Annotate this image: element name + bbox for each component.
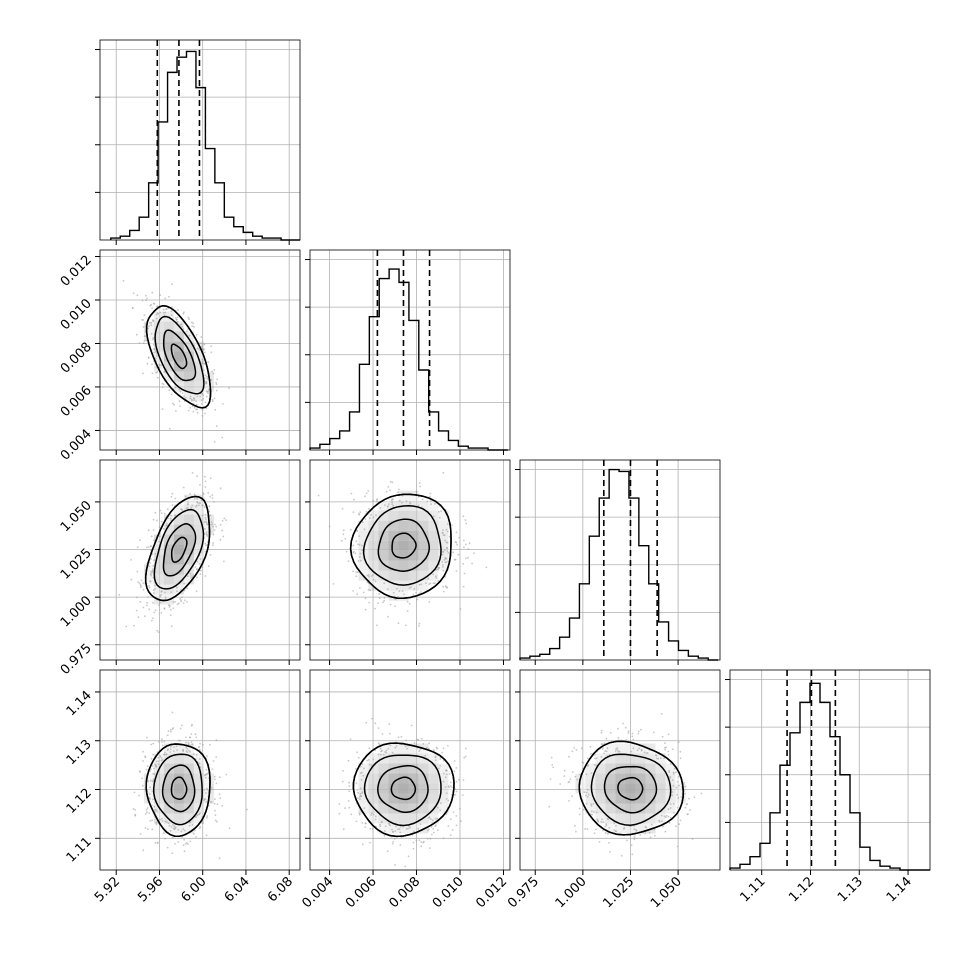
contour-level-2 bbox=[152, 753, 203, 826]
y-tick-label-2-2: 1.025 bbox=[58, 546, 95, 583]
x-tick-label-3-0: 1.11 bbox=[737, 874, 768, 905]
y-tick-label-1-2: 0.008 bbox=[58, 340, 95, 377]
contours-0 bbox=[145, 305, 212, 409]
contour-level-0 bbox=[391, 532, 417, 559]
y-tick-label-2-0: 0.975 bbox=[58, 641, 95, 678]
contour-level-1 bbox=[161, 764, 196, 813]
y-tick-label-2-1: 1.000 bbox=[58, 593, 95, 630]
y-tick-label-1-3: 0.010 bbox=[58, 296, 95, 333]
y-tick-label-1-4: 0.012 bbox=[58, 253, 95, 290]
contour-level-1 bbox=[162, 523, 197, 577]
panel-frame-2-1 bbox=[309, 459, 511, 661]
scatter-points-3 bbox=[132, 711, 248, 860]
contour-level-2 bbox=[154, 315, 205, 395]
x-tick-label-2-1: 1.000 bbox=[553, 874, 590, 911]
contour-level-1 bbox=[162, 329, 197, 382]
contour-level-2 bbox=[362, 505, 442, 586]
contour-level-1 bbox=[377, 518, 431, 572]
panel-frame-1-0 bbox=[99, 249, 301, 451]
panel-frame-diag-2 bbox=[519, 459, 721, 661]
x-tick-label-2-2: 1.025 bbox=[600, 874, 637, 911]
scatter-points-0 bbox=[122, 280, 231, 443]
contour-level-0 bbox=[170, 343, 188, 370]
contour-level-0 bbox=[390, 776, 417, 801]
contour-level-1 bbox=[377, 765, 429, 814]
x-tick-label-0-0: 5.92 bbox=[92, 874, 123, 905]
histogram-3 bbox=[729, 682, 930, 871]
y-tick-label-3-1: 1.12 bbox=[64, 786, 95, 817]
panel-frame-diag-1 bbox=[309, 249, 511, 451]
contours-4 bbox=[352, 742, 455, 838]
histogram-0 bbox=[110, 50, 300, 241]
contour-level-3 bbox=[349, 493, 452, 600]
x-tick-label-0-2: 6.00 bbox=[178, 874, 209, 905]
contour-level-2 bbox=[590, 753, 672, 826]
panel-frame-diag-0 bbox=[99, 39, 301, 241]
contour-level-0 bbox=[617, 776, 644, 801]
x-tick-label-1-3: 0.010 bbox=[430, 874, 467, 911]
contour-outline bbox=[578, 740, 684, 836]
scatter-points-1 bbox=[118, 471, 228, 633]
panel-frame-diag-3 bbox=[729, 669, 931, 871]
x-tick-label-1-0: 0.004 bbox=[299, 874, 336, 911]
y-tick-label-3-3: 1.14 bbox=[64, 688, 95, 719]
scatter-points-2 bbox=[317, 471, 488, 627]
histogram-2 bbox=[519, 468, 719, 661]
x-tick-label-1-1: 0.006 bbox=[343, 874, 380, 911]
panel-frame-3-2 bbox=[519, 669, 721, 871]
x-tick-label-0-3: 6.04 bbox=[222, 874, 253, 905]
contour-outline bbox=[144, 495, 211, 602]
y-tick-label-3-0: 1.11 bbox=[64, 835, 95, 866]
y-tick-label-1-0: 0.004 bbox=[58, 427, 95, 464]
contours-5 bbox=[578, 740, 684, 836]
x-tick-label-3-2: 1.13 bbox=[835, 874, 866, 905]
x-tick-label-2-3: 1.050 bbox=[648, 874, 685, 911]
contour-level-2 bbox=[153, 508, 205, 590]
contours-1 bbox=[144, 495, 211, 602]
contour-outline bbox=[145, 743, 211, 838]
x-tick-label-0-4: 6.08 bbox=[265, 874, 296, 905]
y-tick-label-1-1: 0.006 bbox=[58, 383, 95, 420]
panel-frame-2-0 bbox=[99, 459, 301, 661]
y-tick-label-3-2: 1.13 bbox=[64, 737, 95, 768]
contour-outline bbox=[349, 493, 452, 600]
contour-level-1 bbox=[603, 765, 658, 814]
panel-frame-3-0 bbox=[99, 669, 301, 871]
contours-3 bbox=[145, 743, 211, 838]
x-tick-label-0-1: 5.96 bbox=[135, 874, 166, 905]
contour-outline bbox=[352, 742, 455, 838]
contour-level-0 bbox=[170, 776, 188, 800]
contour-level-2 bbox=[363, 754, 442, 827]
contour-outline bbox=[145, 305, 212, 409]
x-tick-label-1-2: 0.008 bbox=[386, 874, 423, 911]
histogram-1 bbox=[309, 268, 508, 451]
contour-level-0 bbox=[170, 536, 188, 563]
contours-2 bbox=[349, 493, 452, 600]
x-tick-label-3-3: 1.14 bbox=[884, 874, 915, 905]
y-tick-label-2-3: 1.050 bbox=[58, 498, 95, 535]
x-tick-label-2-0: 0.975 bbox=[505, 874, 542, 911]
x-tick-label-1-4: 0.012 bbox=[473, 874, 510, 911]
x-tick-label-3-1: 1.12 bbox=[786, 874, 817, 905]
panel-frame-3-1 bbox=[309, 669, 511, 871]
